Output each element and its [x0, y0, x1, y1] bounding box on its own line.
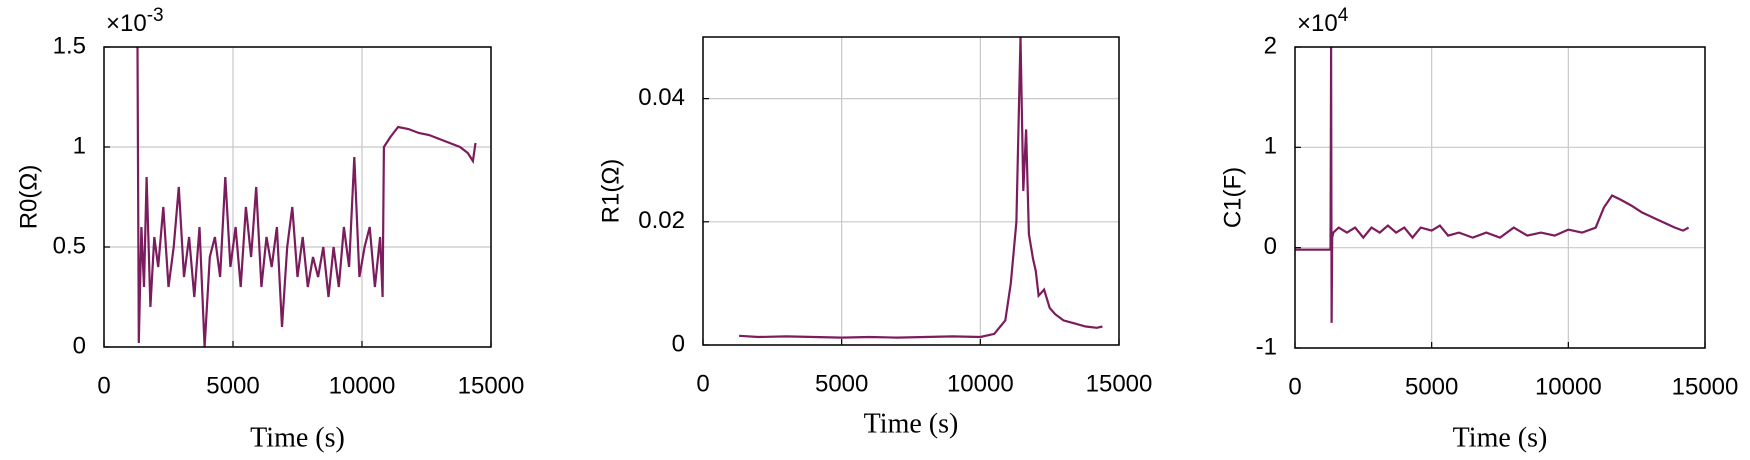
y-tick-label: 0.5	[53, 232, 86, 259]
y-tick-label: 1.5	[53, 32, 86, 59]
x-tick-label: 0	[1288, 373, 1301, 400]
chart: 0 5000 10000 15000 0 0.02 0.04 Time (s) R1(Ω)	[597, 36, 1153, 439]
y-tick-label: 0.02	[638, 207, 685, 234]
plot-frame	[702, 36, 1120, 346]
x-tick-label: 15000	[1672, 373, 1739, 400]
x-tick-label: 5000	[815, 370, 868, 397]
x-tick-label: 15000	[1086, 370, 1153, 397]
y-tick-label: 1	[1264, 133, 1277, 160]
multiplier-exponent: 4	[1338, 5, 1349, 26]
y-tick-label: 0.04	[638, 84, 685, 111]
y-tick-label: 0	[672, 330, 685, 357]
x-tick-label: 15000	[458, 372, 525, 399]
x-tick-label: 0	[97, 372, 110, 399]
data-line	[739, 37, 1103, 339]
multiplier-base: ×10	[1297, 10, 1338, 37]
y-tick-label: 0	[73, 332, 86, 359]
y-tick-label: 2	[1264, 32, 1277, 59]
multiplier-exponent: -3	[147, 5, 164, 26]
data-line	[1295, 47, 1690, 323]
x-tick-label: 5000	[206, 372, 259, 399]
plot-frame	[103, 46, 492, 348]
x-tick-label: 0	[696, 370, 709, 397]
chart: 0 5000 10000 15000 0 0.5 1 1.5 Time (s) R0(Ω) ×10-…	[15, 5, 524, 453]
x-tick-label: 5000	[1405, 373, 1458, 400]
multiplier-base: ×10	[106, 10, 147, 37]
x-tick-label: 10000	[1535, 373, 1602, 400]
x-axis-label: Time (s)	[250, 422, 345, 453]
chart: 0 5000 10000 15000 -1 0 1 2 Time (s) C1(F) ×104	[1219, 5, 1738, 453]
axis-multiplier: ×104	[1297, 5, 1349, 37]
plot-frame	[1294, 46, 1706, 349]
y-axis-label: R1(Ω)	[597, 159, 624, 224]
y-tick-label: 1	[73, 132, 86, 159]
data-line	[136, 47, 477, 347]
x-tick-label: 10000	[329, 372, 396, 399]
y-tick-label: -1	[1256, 333, 1277, 360]
x-tick-label: 10000	[947, 370, 1014, 397]
y-tick-label: 0	[1264, 233, 1277, 260]
x-axis-label: Time (s)	[864, 408, 959, 439]
y-axis-label: R0(Ω)	[15, 165, 42, 230]
x-axis-label: Time (s)	[1453, 422, 1548, 453]
y-axis-label: C1(F)	[1219, 167, 1246, 228]
axis-multiplier: ×10-3	[106, 5, 164, 37]
